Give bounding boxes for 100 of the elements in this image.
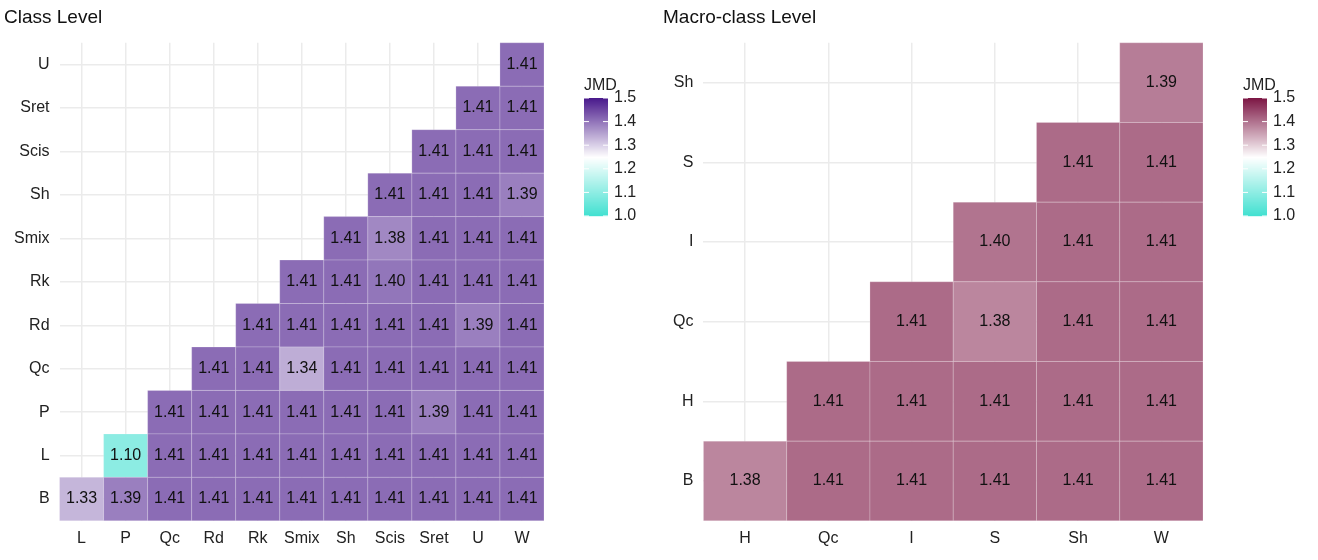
data-label: 1.41 (242, 402, 274, 420)
y-tick-label: B (38, 489, 50, 507)
y-tick-label: Scis (19, 141, 50, 159)
data-label: 1.41 (374, 489, 406, 507)
data-label: 1.41 (286, 446, 318, 464)
data-label: 1.41 (462, 141, 494, 159)
data-label: 1.41 (198, 446, 230, 464)
color-bar-title: JMD (584, 76, 617, 94)
x-tick-label: Smix (284, 528, 320, 546)
data-label: 1.41 (1145, 312, 1178, 330)
data-label: 1.41 (462, 359, 494, 377)
x-tick-label: P (120, 528, 131, 546)
data-label: 1.41 (286, 489, 318, 507)
data-label: 1.41 (418, 141, 450, 159)
y-tick-label: Rd (29, 315, 50, 333)
data-label: 1.41 (979, 391, 1011, 409)
color-bar-label: 1.0 (614, 206, 637, 224)
x-tick-label: I (909, 528, 914, 546)
x-tick-label: Sh (1068, 528, 1088, 546)
x-tick-label: L (77, 528, 87, 546)
y-tick-label: I (688, 232, 694, 250)
data-label: 1.41 (506, 54, 538, 72)
data-label: 1.41 (418, 315, 450, 333)
data-label: 1.39 (462, 315, 494, 333)
data-label: 1.41 (374, 315, 406, 333)
y-tick-label: Sh (673, 73, 694, 91)
x-tick-label: Qc (818, 528, 839, 546)
data-label: 1.41 (506, 402, 538, 420)
x-tick-label: Scis (374, 528, 405, 546)
data-label: 1.41 (198, 359, 230, 377)
color-bar-label: 1.2 (1273, 159, 1296, 177)
data-label: 1.38 (729, 471, 761, 489)
data-label: 1.41 (330, 272, 362, 290)
x-tick-label: Rk (247, 528, 269, 546)
data-label: 1.41 (896, 312, 928, 330)
data-label: 1.39 (506, 185, 538, 203)
data-label: 1.34 (286, 359, 318, 377)
data-label: 1.41 (896, 471, 928, 489)
data-label: 1.41 (462, 272, 494, 290)
data-label: 1.41 (896, 391, 928, 409)
data-label: 1.41 (462, 402, 494, 420)
data-label: 1.40 (374, 272, 406, 290)
data-label: 1.41 (330, 402, 362, 420)
data-label: 1.41 (418, 228, 450, 246)
y-tick-label: S (682, 152, 694, 170)
y-tick-label: P (38, 402, 50, 420)
data-label: 1.41 (154, 446, 186, 464)
data-label: 1.41 (462, 185, 494, 203)
data-label: 1.41 (242, 315, 274, 333)
data-label: 1.10 (110, 446, 142, 464)
color-bar-label: 1.1 (1273, 182, 1296, 200)
data-label: 1.41 (330, 228, 362, 246)
data-label: 1.41 (330, 446, 362, 464)
color-bar-label: 1.3 (1273, 135, 1296, 153)
data-label: 1.41 (1062, 232, 1094, 250)
x-tick-label: W (514, 528, 531, 546)
y-tick-label: Rk (29, 272, 51, 290)
y-tick-label: Sret (20, 98, 51, 116)
data-label: 1.41 (374, 402, 406, 420)
data-label: 1.38 (374, 228, 406, 246)
data-label: 1.41 (330, 359, 362, 377)
y-tick-label: Sh (29, 185, 50, 203)
x-tick-label: Sh (336, 528, 356, 546)
y-tick-label: H (681, 391, 694, 409)
color-bar-label: 1.3 (614, 135, 637, 153)
data-label: 1.41 (154, 402, 186, 420)
y-tick-label: U (37, 54, 50, 72)
data-label: 1.41 (1062, 312, 1094, 330)
data-label: 1.41 (286, 315, 318, 333)
data-label: 1.41 (462, 98, 494, 116)
data-label: 1.41 (1062, 152, 1094, 170)
y-tick-label: L (40, 446, 50, 464)
data-label: 1.41 (198, 489, 230, 507)
data-label: 1.41 (462, 228, 494, 246)
color-bar-label: 1.4 (614, 112, 637, 130)
chart-title: Class Level (4, 5, 103, 27)
data-label: 1.41 (330, 489, 362, 507)
data-label: 1.41 (1145, 152, 1178, 170)
x-tick-label: Sret (419, 528, 450, 546)
data-label: 1.41 (286, 272, 318, 290)
data-label: 1.38 (979, 312, 1011, 330)
data-label: 1.41 (1062, 391, 1094, 409)
x-tick-label: H (739, 528, 751, 546)
data-label: 1.41 (506, 141, 538, 159)
data-label: 1.41 (979, 471, 1011, 489)
data-label: 1.41 (374, 185, 406, 203)
data-label: 1.41 (506, 489, 538, 507)
data-label: 1.39 (110, 489, 142, 507)
y-tick-label: Qc (672, 312, 694, 330)
data-label: 1.41 (374, 359, 406, 377)
data-label: 1.41 (418, 489, 450, 507)
x-tick-label: W (1153, 528, 1170, 546)
data-label: 1.41 (1145, 232, 1178, 250)
data-label: 1.41 (418, 185, 450, 203)
data-label: 1.41 (154, 489, 186, 507)
color-bar-title: JMD (1243, 76, 1276, 94)
color-bar-label: 1.4 (1273, 112, 1296, 130)
y-tick-label: B (682, 471, 694, 489)
color-bar-label: 1.2 (614, 159, 637, 177)
y-tick-label: Qc (29, 359, 50, 377)
